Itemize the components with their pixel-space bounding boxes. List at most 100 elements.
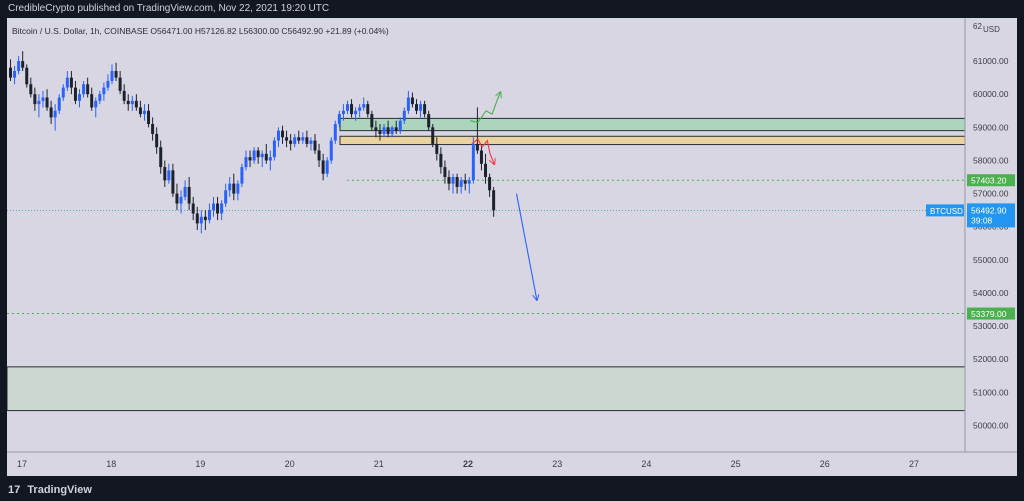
candle-body [447,177,451,184]
candle-body [33,94,37,105]
candle-body [236,183,240,194]
price-axis-top-label: 62 [973,22,982,31]
candle-body [264,153,268,161]
candle-body [21,61,25,68]
legend-symbol: Bitcoin / U.S. Dollar, 1h, COINBASE [12,26,150,36]
candle-body [179,196,183,204]
legend-ohlc-value: 56471.00 [157,26,195,36]
symbol-tag [926,204,964,217]
candle-body [354,110,358,115]
candle-body [191,203,195,214]
price-tick-label: 58000.00 [973,155,1009,165]
candle-body [406,97,410,111]
price-tick-label: 50000.00 [973,420,1009,430]
candle-body [431,127,435,144]
candle-body [467,180,471,184]
chart-svg[interactable]: 61000.00 60000.00 59000.00 58000.00 57000.00… [7,18,1017,476]
candle-body [9,67,12,78]
candle-body [138,107,142,115]
legend-ohlc-key: C [281,26,287,36]
candle-body [386,127,390,134]
candle-body [256,150,260,158]
candle-body [155,133,159,148]
candle-body [293,137,297,144]
candle-body [329,140,333,161]
tradingview-logo[interactable]: 17 TradingView [8,484,92,496]
candle-body [313,140,317,151]
candle-body [475,143,479,151]
candle-body [321,160,325,174]
last-price-tag [967,203,1015,228]
candle-body [240,167,244,184]
candle-body [276,130,280,141]
candle-body [252,150,256,161]
candle-body [147,110,151,125]
candle-body [106,80,110,88]
time-tick-label: 25 [731,459,741,469]
price-tick-label: 54000.00 [973,288,1009,298]
candle-body [382,127,386,134]
candle-body [463,180,467,184]
candle-body [220,203,224,214]
candle-body [98,94,102,101]
last-price-value: 56492.90 [971,205,1007,215]
candle-body [126,100,130,105]
candle-body [224,190,228,204]
price-tick-label: 60000.00 [973,89,1009,99]
candle-body [90,94,94,108]
legend: Bitcoin / U.S. Dollar, 1h, COINBASE O564… [12,26,389,36]
candle-body [122,90,126,101]
green-projection [470,93,500,124]
legend-ohlc-value: 56300.00 [244,26,282,36]
candle-body [362,104,366,108]
candle-body [65,77,69,88]
bottom-bar: 17 TradingView [0,476,1024,501]
candle-body [419,104,423,111]
tradingview-brand: TradingView [27,484,92,496]
candle-body [484,163,488,178]
red-projection [471,138,494,164]
time-tick-label: 26 [820,459,830,469]
time-tick-label: 17 [17,459,27,469]
candle-body [53,110,57,118]
candle-body [118,77,122,91]
legend-ohlc-key: O [150,26,157,36]
price-tick-label: 53000.00 [973,321,1009,331]
candle-body [13,71,17,78]
candle-body [272,140,276,158]
candle-body [86,84,90,95]
candle-body [151,124,155,134]
candle-body [285,137,289,141]
candle-body [183,186,187,197]
price-tick-label: 59000.00 [973,122,1009,132]
legend-ohlc-key: L [239,26,244,36]
level-tag-label: 57403.20 [971,176,1007,186]
candle-body [459,180,463,187]
candle-body [216,203,220,214]
candle-body [195,213,199,224]
time-tick-label: 19 [195,459,205,469]
chart-area[interactable]: 61000.00 60000.00 59000.00 58000.00 57000.00… [7,18,1017,476]
candle-body [358,107,362,111]
candle-body [325,160,329,174]
candle-body [378,130,382,134]
candle-body [394,127,398,131]
candle-body [228,183,232,191]
candle-body [439,153,443,168]
countdown: 39:08 [971,215,993,225]
candle-body [41,97,45,101]
candle-body [171,170,175,194]
time-tick-label: 22 [463,459,473,469]
candle-body [402,110,406,121]
price-tick-label: 51000.00 [973,387,1009,397]
candle-body [37,100,41,105]
tradingview-mark-icon: 17 [8,484,21,496]
candle-body [61,87,65,98]
candle-body [17,61,21,72]
legend-change: +21.89 (+0.04%) [325,26,388,36]
price-tick-label: 61000.00 [973,56,1009,66]
candle-body [73,87,77,101]
candle-body [423,104,427,115]
candle-body [199,216,203,224]
level-tag-label: 53379.00 [971,309,1007,319]
